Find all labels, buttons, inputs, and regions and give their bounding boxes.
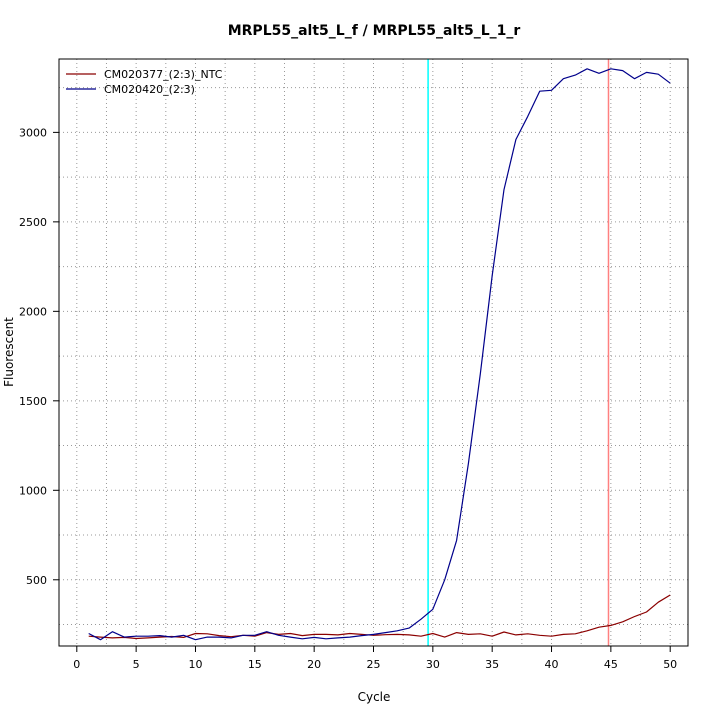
series-line-1 (88, 594, 671, 640)
legend: CM020377_(2:3)_NTC CM020420_(2:3) (66, 68, 223, 96)
x-tick-label: 45 (604, 658, 618, 671)
legend-label: CM020377_(2:3)_NTC (104, 68, 223, 81)
x-tick-label: 20 (307, 658, 321, 671)
y-tick-label: 500 (26, 574, 47, 587)
y-tick-label: 1500 (19, 395, 47, 408)
x-tick-label: 10 (188, 658, 202, 671)
y-tick-label: 1000 (19, 484, 47, 497)
y-axis-label: Fluorescent (2, 317, 16, 387)
x-axis-label: Cycle (358, 690, 391, 704)
x-tick-label: 25 (367, 658, 381, 671)
x-tick-label: 5 (133, 658, 140, 671)
y-tick-label: 2000 (19, 305, 47, 318)
y-tick-label: 2500 (19, 216, 47, 229)
series-lines (88, 68, 671, 641)
chart-title: MRPL55_alt5_L_f / MRPL55_alt5_L_1_r (228, 23, 521, 39)
x-tick-label: 40 (545, 658, 559, 671)
x-tick-label: 30 (426, 658, 440, 671)
y-axis: 500 1000 1500 2000 2500 3000 (19, 126, 59, 587)
y-tick-label: 3000 (19, 126, 47, 139)
x-axis: 0 5 10 15 20 25 30 35 40 45 50 (73, 646, 677, 671)
x-tick-label: 0 (73, 658, 80, 671)
series-line-2 (88, 68, 671, 641)
x-tick-label: 50 (663, 658, 677, 671)
grid (59, 59, 688, 646)
threshold-lines (427, 59, 610, 646)
legend-label: CM020420_(2:3) (104, 83, 195, 96)
x-tick-label: 35 (485, 658, 499, 671)
x-tick-label: 15 (248, 658, 262, 671)
